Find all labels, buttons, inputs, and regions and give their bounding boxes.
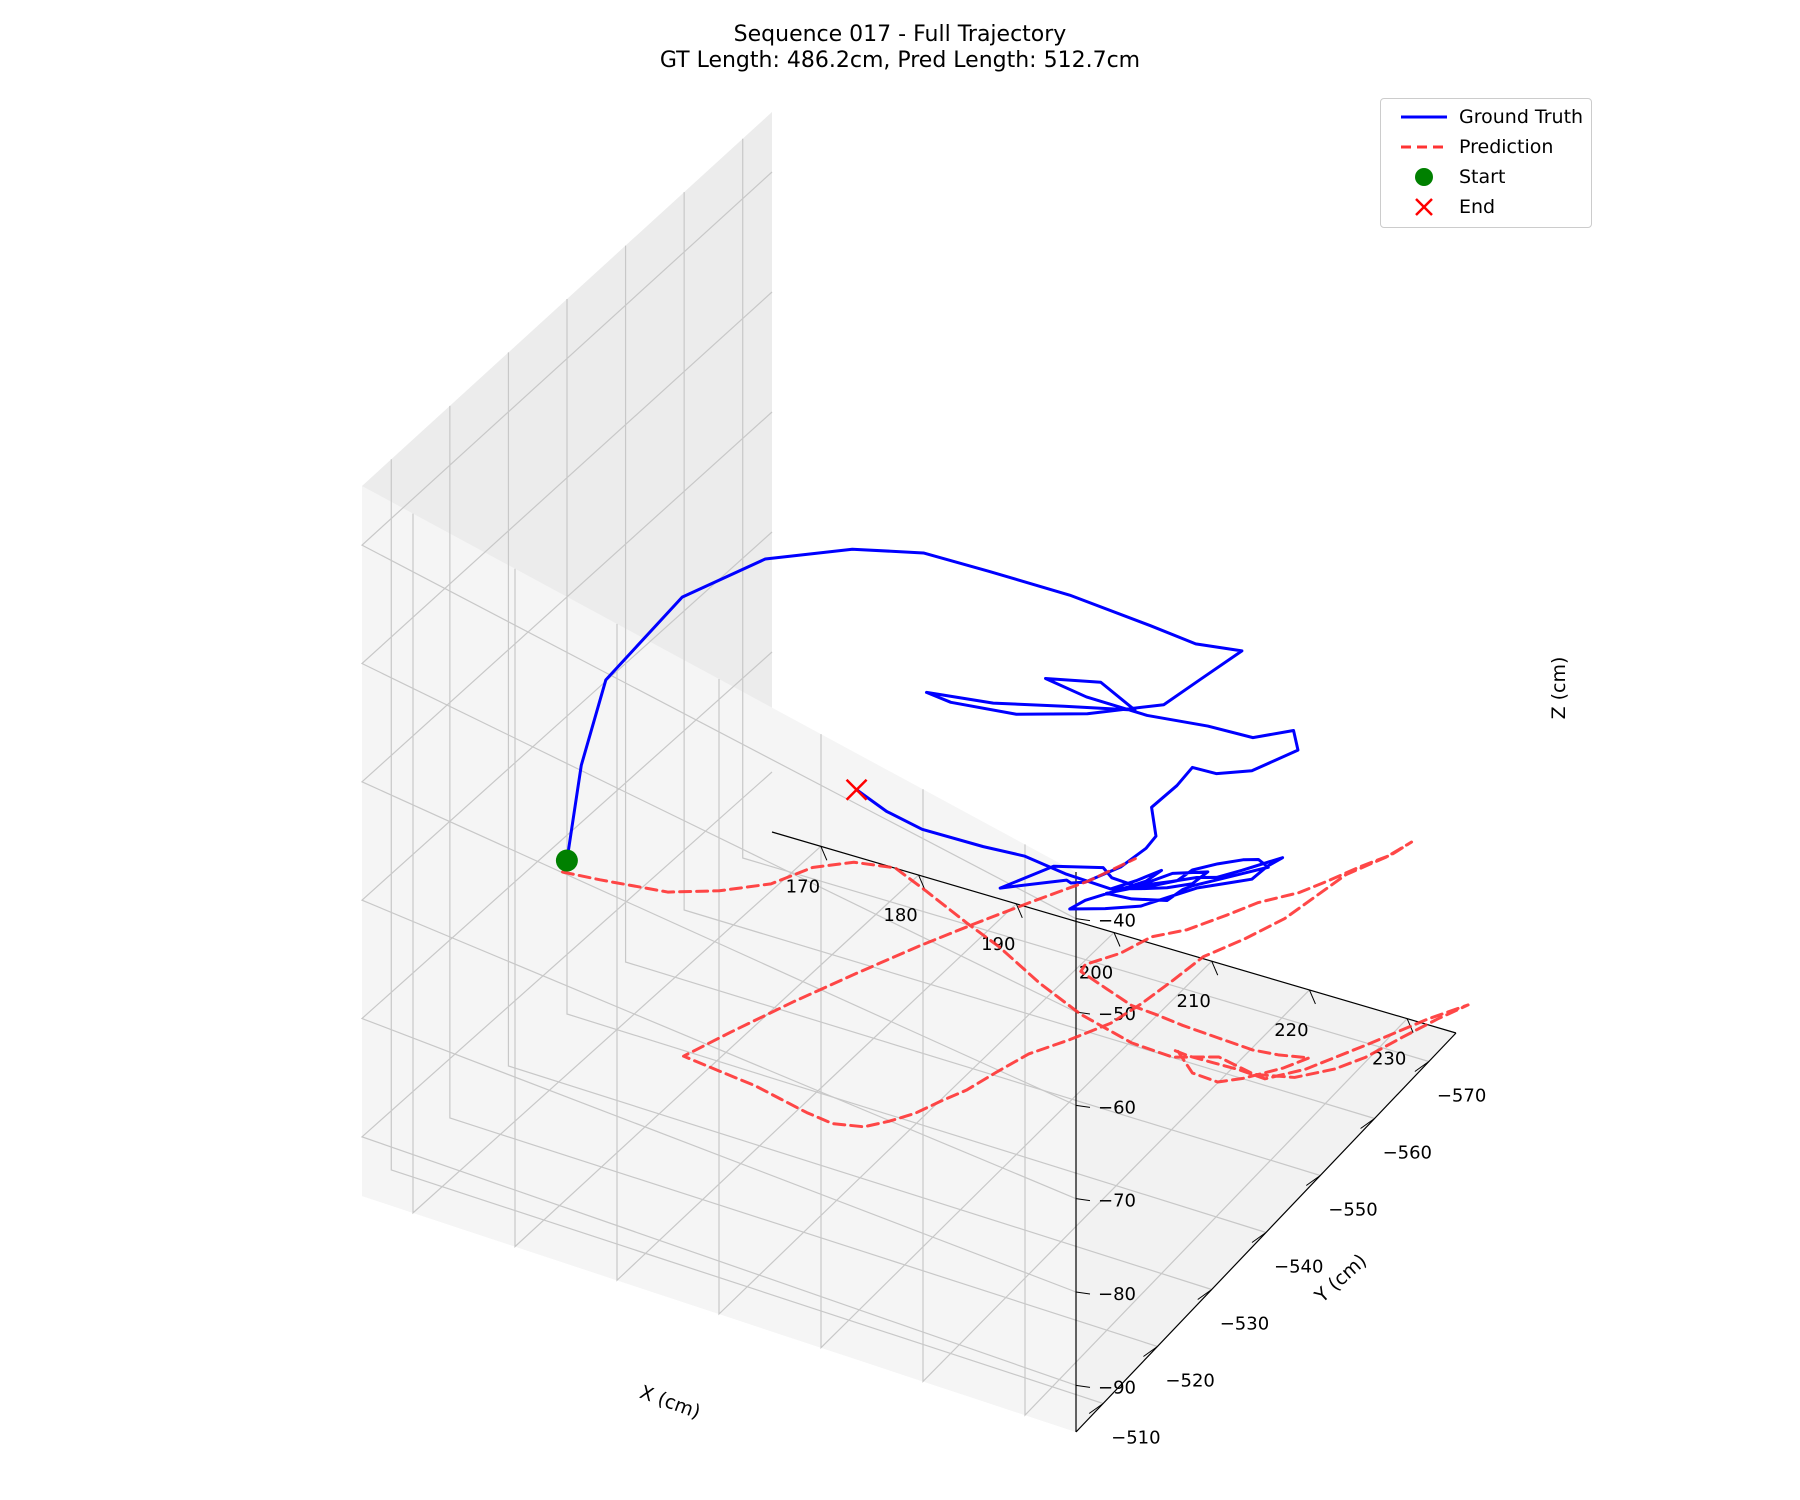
end-marker bbox=[845, 778, 868, 801]
legend-label: Start bbox=[1459, 166, 1506, 188]
grid-line-y bbox=[449, 405, 1158, 1348]
grid-line-y bbox=[624, 245, 1321, 1177]
y-tick bbox=[1143, 1346, 1158, 1357]
end-marker-stroke bbox=[845, 778, 868, 801]
legend-line-solid-icon bbox=[1401, 115, 1447, 119]
y-tick bbox=[1251, 1232, 1267, 1243]
grid-line-x bbox=[922, 789, 1310, 1383]
grid-line-x bbox=[616, 623, 1017, 1282]
y-tick-label: −520 bbox=[1165, 1371, 1214, 1392]
grid-line-z bbox=[360, 531, 1077, 1200]
x-tick-label: 200 bbox=[1079, 963, 1113, 984]
grid-line-y bbox=[566, 299, 1267, 1234]
legend-label: Prediction bbox=[1459, 136, 1554, 158]
y-tick-label: −510 bbox=[1111, 1428, 1160, 1449]
chart-title-line-1: Sequence 017 - Full Trajectory bbox=[733, 22, 1067, 47]
x-tick-label: 210 bbox=[1177, 991, 1211, 1012]
grid-line-z bbox=[360, 411, 1077, 1106]
grid-line-y bbox=[507, 352, 1212, 1291]
legend-item-end: End bbox=[1391, 193, 1586, 221]
z-tick bbox=[1075, 1291, 1091, 1295]
y-tick bbox=[1360, 1118, 1375, 1129]
y-tick-label: −550 bbox=[1328, 1200, 1377, 1221]
series-line-ground-truth bbox=[565, 547, 1300, 911]
series-layer bbox=[556, 547, 1470, 1129]
z-axis-label: Z (cm) bbox=[1548, 657, 1570, 720]
grid-line-y bbox=[390, 459, 1104, 1405]
z-tick bbox=[1075, 1198, 1091, 1202]
start-marker bbox=[555, 849, 578, 872]
x-tick-label: 220 bbox=[1274, 1020, 1308, 1041]
z-tick bbox=[1075, 1104, 1091, 1108]
x-axis-label: X (cm) bbox=[637, 1381, 704, 1423]
legend-item-prediction: Prediction bbox=[1391, 133, 1586, 161]
z-tick bbox=[1075, 1384, 1091, 1388]
grid-line-y bbox=[683, 192, 1375, 1120]
x-tick bbox=[1113, 932, 1121, 947]
series-line-prediction bbox=[556, 840, 1470, 1129]
grid-line-z bbox=[360, 651, 1077, 1293]
legend-item-start: Start bbox=[1391, 163, 1586, 191]
legend-item-ground-truth: Ground Truth bbox=[1391, 103, 1586, 131]
z-tick-label: −60 bbox=[1098, 1097, 1136, 1118]
legend-label: Ground Truth bbox=[1459, 106, 1584, 128]
z-tick-label: −40 bbox=[1098, 911, 1136, 932]
grid-line-x bbox=[514, 568, 919, 1248]
x-tick-label: 170 bbox=[786, 876, 820, 897]
z-tick-label: −90 bbox=[1098, 1377, 1136, 1398]
legend-circle-icon bbox=[1415, 168, 1433, 186]
tick-labels: 170180190200210220230−510−520−530−540−55… bbox=[786, 876, 1487, 1448]
grid-line-x bbox=[820, 734, 1213, 1350]
x-tick bbox=[1308, 989, 1316, 1005]
tick-marks bbox=[820, 846, 1430, 1414]
z-tick bbox=[1075, 918, 1091, 922]
y-tick-label: −570 bbox=[1437, 1086, 1486, 1107]
x-tick-label: 180 bbox=[883, 905, 917, 926]
grid-line-z bbox=[360, 291, 1077, 1013]
grid-line-z bbox=[360, 171, 1077, 920]
legend-line-dashed-icon bbox=[1401, 145, 1447, 149]
axes-panes bbox=[362, 112, 1456, 1432]
y-tick-label: −540 bbox=[1274, 1257, 1323, 1278]
y-tick bbox=[1414, 1061, 1430, 1072]
grid-line-x bbox=[1024, 844, 1408, 1417]
grid-line-z bbox=[360, 771, 1077, 1386]
y-tick bbox=[1197, 1289, 1213, 1300]
x-tick bbox=[1015, 903, 1023, 918]
z-tick-label: −80 bbox=[1098, 1284, 1136, 1305]
x-tick-label: 230 bbox=[1372, 1049, 1406, 1070]
x-tick bbox=[918, 874, 926, 890]
z-tick-label: −50 bbox=[1098, 1004, 1136, 1025]
legend-x-icon bbox=[1415, 198, 1433, 216]
chart-title-line-2: GT Length: 486.2cm, Pred Length: 512.7cm bbox=[659, 48, 1141, 73]
y-tick-label: −560 bbox=[1383, 1143, 1432, 1164]
y-tick-label: −530 bbox=[1220, 1314, 1269, 1335]
y-tick bbox=[1088, 1403, 1104, 1414]
z-tick-label: −70 bbox=[1098, 1191, 1136, 1212]
legend: Ground Truth Prediction Start End bbox=[1380, 98, 1592, 228]
grid-line-x bbox=[412, 513, 822, 1215]
x-tick bbox=[1211, 961, 1219, 976]
y-tick bbox=[1305, 1175, 1321, 1186]
x-tick bbox=[820, 846, 828, 861]
grid-line-y bbox=[742, 138, 1430, 1063]
marker-layer bbox=[555, 778, 868, 872]
legend-label: End bbox=[1459, 196, 1496, 218]
